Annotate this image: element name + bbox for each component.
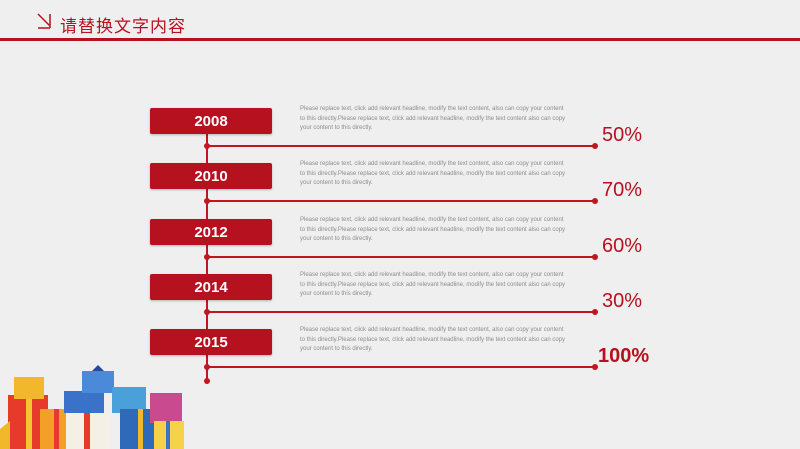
connector-end-node	[592, 364, 598, 370]
connector-line	[207, 311, 595, 313]
slash-corner-icon	[37, 13, 51, 29]
connector-line	[207, 366, 595, 368]
percent-value: 50%	[602, 124, 643, 146]
connector-line	[207, 145, 595, 147]
connector-end-node	[592, 309, 598, 315]
year-badge: 2012	[150, 219, 272, 245]
slide-header: 请替换文字内容	[0, 0, 800, 44]
percent-value: 60%	[602, 235, 643, 257]
timeline-row: 2015 Please replace text, click add relev…	[0, 327, 800, 385]
percent-value: 100%	[598, 345, 650, 367]
percent-value: 70%	[602, 179, 643, 201]
timeline-row: 2014 Please replace text, click add relev…	[0, 272, 800, 330]
timeline-row: 2010 Please replace text, click add relev…	[0, 161, 800, 219]
timeline-description: Please replace text, click add relevant …	[300, 161, 566, 186]
connector-end-node	[592, 198, 598, 204]
slide-title: 请替换文字内容	[60, 17, 186, 36]
connector-end-node	[592, 143, 598, 149]
header-divider	[0, 38, 800, 41]
timeline-description: Please replace text, click add relevant …	[300, 327, 566, 352]
year-badge: 2015	[150, 329, 272, 355]
gift-boxes-icon	[0, 365, 184, 449]
timeline-description: Please replace text, click add relevant …	[300, 217, 566, 242]
timeline-row: 2008 Please replace text, click add relev…	[0, 106, 800, 164]
connector-line	[207, 200, 595, 202]
timeline-row: 2012 Please replace text, click add relev…	[0, 217, 800, 275]
timeline-description: Please replace text, click add relevant …	[300, 106, 566, 131]
connector-end-node	[592, 254, 598, 260]
timeline-description: Please replace text, click add relevant …	[300, 272, 566, 297]
timeline-end-node	[204, 378, 210, 384]
percent-value: 30%	[602, 290, 643, 312]
connector-line	[207, 256, 595, 258]
year-badge: 2008	[150, 108, 272, 134]
year-badge: 2010	[150, 163, 272, 189]
year-badge: 2014	[150, 274, 272, 300]
